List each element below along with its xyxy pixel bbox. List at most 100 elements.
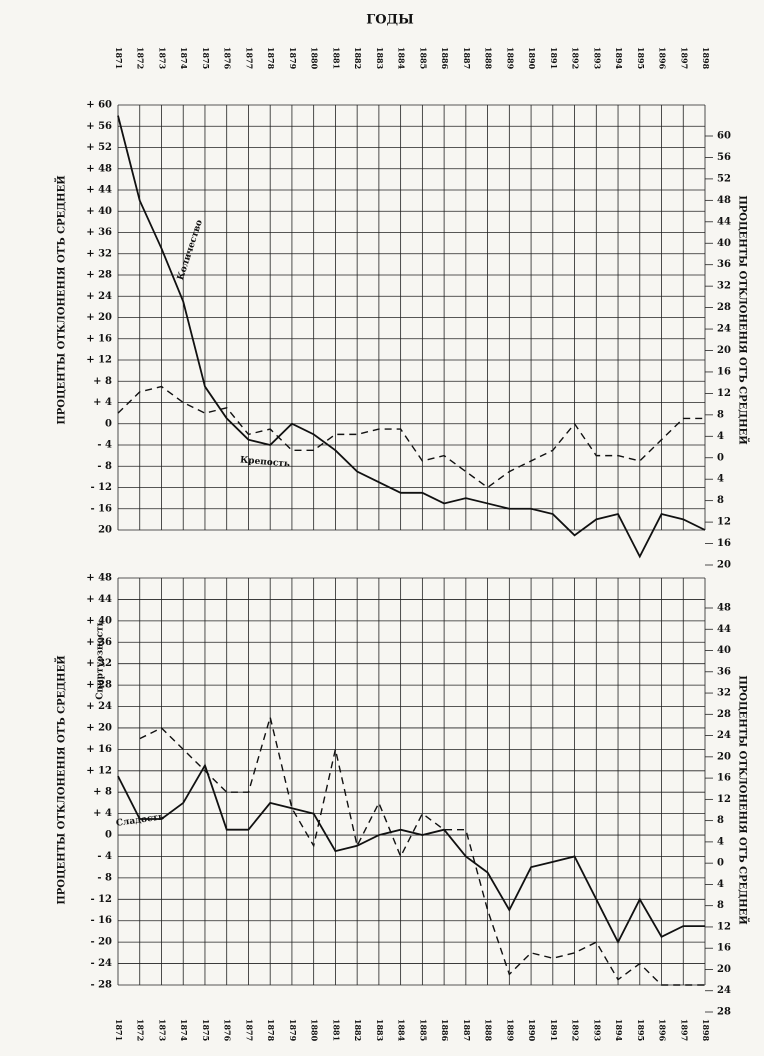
x-tick-label: 1896 xyxy=(658,1019,668,1042)
y-tick-label: + 32 xyxy=(86,658,112,669)
x-tick-label: 1882 xyxy=(353,47,363,69)
data-line xyxy=(139,714,705,986)
x-tick-label: 1898 xyxy=(701,1019,711,1042)
y2-tick-label: 56 xyxy=(717,152,731,163)
y-tick-label: + 36 xyxy=(86,637,112,648)
y2-tick-label: 36 xyxy=(717,259,731,270)
x-tick-label: 1880 xyxy=(310,47,320,70)
y-tick-label: 20 xyxy=(98,525,112,536)
y-tick-label: + 56 xyxy=(86,121,112,132)
x-tick-label: 1874 xyxy=(179,1019,189,1042)
data-line xyxy=(117,763,705,945)
x-tick-label: 1878 xyxy=(266,1019,276,1042)
y2-tick-label: 60 xyxy=(717,131,731,142)
y-tick-label: + 28 xyxy=(86,680,112,691)
x-tick-label: 1891 xyxy=(549,1019,559,1041)
series-label: Крепость xyxy=(240,455,291,469)
y2-tick-label: 8 xyxy=(717,409,724,420)
x-tick-label: 1897 xyxy=(679,47,689,69)
x-tick-label: 1883 xyxy=(375,47,385,70)
y-tick-label: + 60 xyxy=(86,100,112,111)
y2-tick-label: 16 xyxy=(717,366,731,377)
x-tick-label: 1884 xyxy=(397,1019,407,1042)
x-tick-label: 1892 xyxy=(571,1019,581,1041)
x-tick-label: 1892 xyxy=(571,47,581,69)
x-tick-label: 1882 xyxy=(353,1019,363,1041)
x-tick-label: 1898 xyxy=(701,47,711,70)
y-tick-label: + 16 xyxy=(86,333,112,344)
x-tick-label: 1894 xyxy=(614,47,624,70)
y2-tick-label: 52 xyxy=(717,173,731,184)
y-tick-label: + 24 xyxy=(86,291,112,302)
y2-tick-label: 8 xyxy=(717,815,724,826)
axis-title: ГОДЫ xyxy=(366,13,414,28)
y2-tick-label: 28 xyxy=(717,302,731,313)
y2-tick-label: 4 xyxy=(717,879,724,890)
y2-tick-label: 48 xyxy=(717,603,731,614)
y2-tick-label: 28 xyxy=(717,709,731,720)
x-tick-label: 1879 xyxy=(288,1019,298,1042)
y-tick-label: + 8 xyxy=(93,787,112,798)
y2-axis-label: ПРОЦЕНТЫ ОТКЛОНЕНІЯ ОТЪ СРЕДНЕЙ xyxy=(737,195,750,444)
x-tick-label: 1896 xyxy=(658,47,668,70)
y2-tick-label: 12 xyxy=(717,794,731,805)
y-tick-label: - 16 xyxy=(90,915,112,926)
x-tick-label: 1886 xyxy=(440,1019,450,1042)
y-tick-label: - 12 xyxy=(90,894,112,905)
y-tick-label: - 8 xyxy=(97,872,112,883)
y-tick-label: + 36 xyxy=(86,227,112,238)
y-tick-label: + 28 xyxy=(86,270,112,281)
x-tick-label: 1883 xyxy=(375,1019,385,1042)
x-tick-label: 1885 xyxy=(418,47,428,69)
x-tick-label: 1871 xyxy=(114,47,124,69)
y2-tick-label: 32 xyxy=(717,688,731,699)
y2-tick-label: 40 xyxy=(717,238,731,249)
data-line xyxy=(117,115,706,559)
y-tick-label: + 4 xyxy=(93,808,112,819)
y-tick-label: + 40 xyxy=(86,615,112,626)
x-tick-label: 1894 xyxy=(614,1019,624,1042)
x-tick-label: 1876 xyxy=(223,47,233,70)
x-tick-label: 1893 xyxy=(592,1019,602,1042)
series-label: Количество xyxy=(176,219,205,282)
y-tick-label: + 32 xyxy=(86,248,112,259)
y2-tick-label: 44 xyxy=(717,624,731,635)
x-tick-label: 1888 xyxy=(484,47,494,70)
y2-tick-label: 28 xyxy=(717,1007,731,1018)
y2-tick-label: 16 xyxy=(717,538,731,549)
y-tick-label: - 20 xyxy=(90,937,112,948)
x-tick-label: 1887 xyxy=(462,47,472,69)
y2-tick-label: 8 xyxy=(717,900,724,911)
x-tick-label: 1890 xyxy=(527,1019,537,1042)
x-tick-label: 1873 xyxy=(157,47,167,70)
x-tick-label: 1885 xyxy=(418,1019,428,1041)
x-tick-label: 1879 xyxy=(288,47,298,70)
y-tick-label: - 24 xyxy=(90,958,112,969)
x-tick-label: 1873 xyxy=(157,1019,167,1042)
x-tick-label: 1874 xyxy=(179,47,189,70)
y2-tick-label: 20 xyxy=(717,751,731,762)
y2-tick-label: 20 xyxy=(717,964,731,975)
x-tick-label: 1889 xyxy=(505,47,515,70)
x-tick-label: 1880 xyxy=(310,1019,320,1042)
y-tick-label: + 24 xyxy=(86,701,112,712)
y2-tick-label: 16 xyxy=(717,943,731,954)
y2-tick-label: 8 xyxy=(717,495,724,506)
y-tick-label: + 4 xyxy=(93,397,112,408)
y2-tick-label: 44 xyxy=(717,216,731,227)
y2-tick-label: 4 xyxy=(717,431,724,442)
y-tick-label: - 4 xyxy=(97,851,112,862)
x-tick-label: 1875 xyxy=(201,47,211,69)
y2-tick-label: 48 xyxy=(717,195,731,206)
y-tick-label: + 12 xyxy=(86,765,112,776)
x-tick-label: 1881 xyxy=(331,1019,341,1041)
y2-tick-label: 12 xyxy=(717,517,731,528)
x-tick-label: 1886 xyxy=(440,47,450,70)
y2-tick-label: 16 xyxy=(717,773,731,784)
x-tick-label: 1875 xyxy=(201,1019,211,1041)
y-tick-label: + 12 xyxy=(86,355,112,366)
y-tick-label: + 8 xyxy=(93,376,112,387)
y2-tick-label: 24 xyxy=(717,985,731,996)
y2-tick-label: 12 xyxy=(717,388,731,399)
data-line xyxy=(117,385,705,489)
